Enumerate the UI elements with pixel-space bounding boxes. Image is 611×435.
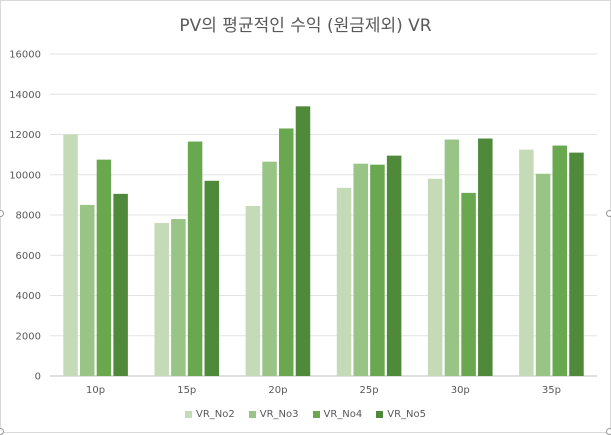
bar-vr-no2-30p [427, 178, 443, 376]
bar-vr-no3-15p [171, 219, 186, 376]
bar-vr-no3-30p [444, 139, 460, 376]
x-tick-label: 25p [360, 385, 379, 396]
legend-swatch [376, 411, 384, 418]
x-tick-label: 20p [268, 385, 287, 396]
y-tick-label: 14000 [9, 90, 41, 101]
bar-vr-no5-35p [569, 152, 584, 376]
y-tick-label: 10000 [9, 170, 41, 181]
bar-vr-no4-30p [461, 192, 476, 376]
chart-title: PV의 평균적인 수익 (원금제외) VR [179, 16, 432, 36]
bar-vr-no5-10p [113, 193, 128, 376]
bar-vr-no5-25p [386, 155, 402, 376]
bar-vr-no5-15p [204, 180, 220, 376]
bar-vr-no2-20p [245, 205, 261, 376]
legend-label: VR_No2 [196, 409, 235, 420]
bar-vr-no4-20p [279, 128, 294, 376]
bar-vr-no3-35p [535, 173, 551, 376]
legend-label: VR_No3 [259, 409, 299, 420]
bar-vr-no3-10p [79, 204, 95, 376]
x-tick-label: 10p [86, 385, 105, 396]
legend-item: VR_No4 [312, 409, 363, 420]
bar-vr-no4-10p [96, 159, 112, 376]
y-tick-label: 6000 [16, 251, 41, 262]
legend-item: VR_No2 [185, 409, 235, 420]
legend-item: VR_No5 [376, 409, 426, 420]
bar-vr-no3-20p [262, 161, 277, 376]
legend-label: VR_No4 [323, 409, 363, 420]
x-tick-label: 30p [451, 385, 470, 396]
x-tick-label: 35p [542, 385, 561, 396]
resize-handle-right[interactable] [606, 210, 611, 217]
y-tick-label: 0 [35, 372, 41, 383]
bar-vr-no4-35p [552, 145, 568, 376]
y-tick-label: 2000 [16, 331, 41, 342]
legend-swatch [312, 411, 320, 418]
bar-vr-no4-15p [187, 141, 203, 376]
resize-handle-left[interactable] [0, 210, 4, 217]
bar-vr-no5-20p [295, 106, 311, 376]
legend-label: VR_No5 [387, 409, 426, 420]
y-tick-label: 8000 [16, 211, 41, 222]
y-tick-label: 12000 [9, 130, 41, 141]
y-tick-label: 4000 [16, 291, 41, 302]
y-tick-label: 16000 [9, 50, 41, 61]
legend-swatch [185, 411, 192, 418]
bar-vr-no2-15p [154, 223, 169, 376]
bar-vr-no5-30p [478, 138, 493, 376]
legend-item: VR_No3 [248, 409, 299, 420]
bar-vr-no2-35p [519, 149, 534, 376]
bar-vr-no4-25p [370, 164, 385, 376]
x-tick-label: 15p [177, 385, 196, 396]
legend: VR_No2 VR_No3 VR_No4 VR_No5 [0, 409, 611, 420]
bar-vr-no2-10p [63, 134, 78, 376]
legend-swatch [248, 411, 256, 418]
bar-vr-no2-25p [336, 187, 352, 376]
bar-vr-no3-25p [353, 163, 368, 376]
